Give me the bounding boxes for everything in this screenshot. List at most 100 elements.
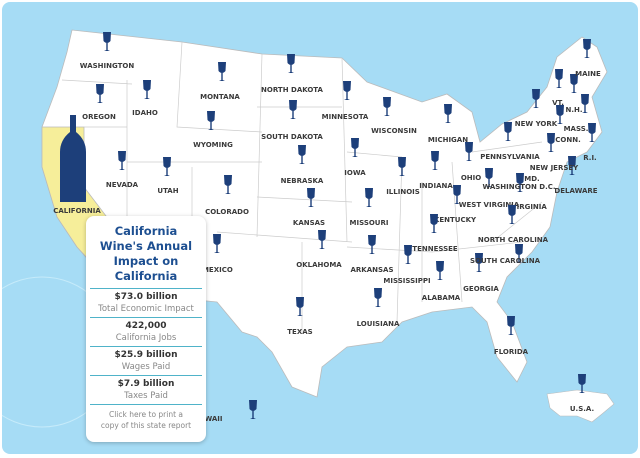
state-label[interactable]: TEXAS	[287, 328, 312, 336]
state-label[interactable]: MAINE	[575, 70, 601, 78]
wine-glass[interactable]	[504, 122, 512, 141]
state-label[interactable]: NORTH CAROLINA	[478, 236, 549, 244]
wine-glass[interactable]	[368, 235, 376, 254]
state-label[interactable]: UTAH	[157, 187, 178, 195]
state-label[interactable]: SOUTH CAROLINA	[470, 257, 541, 265]
wine-glass[interactable]	[485, 168, 493, 187]
state-label[interactable]: WASHINGTON	[80, 62, 135, 70]
state-label[interactable]: IDAHO	[132, 109, 158, 117]
state-label[interactable]: DELAWARE	[554, 187, 597, 195]
state-label[interactable]: GEORGIA	[463, 285, 499, 293]
state-label[interactable]: MISSISSIPPI	[383, 277, 430, 285]
state-label[interactable]: ILLINOIS	[386, 188, 420, 196]
state-label[interactable]: TENNESSEE	[412, 245, 458, 253]
wine-glass[interactable]	[581, 94, 589, 113]
wine-glass[interactable]	[96, 84, 104, 103]
state-label[interactable]: MONTANA	[200, 93, 240, 101]
state-label[interactable]: NEBRASKA	[281, 177, 324, 185]
wine-glass[interactable]	[515, 244, 523, 263]
wine-glass[interactable]	[163, 157, 171, 176]
wine-glass[interactable]	[532, 89, 540, 108]
state-label[interactable]: LOUISIANA	[357, 320, 400, 328]
wine-glass[interactable]	[118, 151, 126, 170]
state-label[interactable]: ARKANSAS	[350, 266, 393, 274]
state-label[interactable]: CALIFORNIA	[53, 207, 101, 215]
wine-glass[interactable]	[436, 261, 444, 280]
state-label[interactable]: OKLAHOMA	[296, 261, 342, 269]
state-label[interactable]: COLORADO	[205, 208, 249, 216]
state-label[interactable]: WISCONSIN	[371, 127, 417, 135]
state-label[interactable]: SOUTH DAKOTA	[261, 133, 323, 141]
wine-glass[interactable]	[343, 81, 351, 100]
wine-glass[interactable]	[218, 62, 226, 81]
wine-glass[interactable]	[404, 245, 412, 264]
wine-glass[interactable]	[570, 74, 578, 93]
wine-glass[interactable]	[351, 138, 359, 157]
wine-glass[interactable]	[508, 205, 516, 224]
wine-glass[interactable]	[507, 316, 515, 335]
state-label[interactable]: NEVADA	[106, 181, 139, 189]
state-label[interactable]: WEST VIRGINIA	[459, 201, 520, 209]
wine-glass[interactable]	[249, 400, 257, 419]
wine-glass[interactable]	[307, 188, 315, 207]
state-label[interactable]: NEW YORK	[515, 120, 558, 128]
state-label[interactable]: OREGON	[82, 113, 116, 121]
wine-glass[interactable]	[103, 32, 111, 51]
state-label[interactable]: IOWA	[344, 169, 366, 177]
state-label[interactable]: HAWAII	[194, 415, 223, 423]
state-label[interactable]: NORTH DAKOTA	[261, 86, 323, 94]
wine-glass[interactable]	[398, 157, 406, 176]
state-label[interactable]: NEW JERSEY	[530, 164, 579, 172]
wine-glass[interactable]	[465, 142, 473, 161]
state-label[interactable]: VT.	[552, 99, 564, 107]
country-label[interactable]: U.S.A.	[570, 405, 594, 413]
wine-glass[interactable]	[568, 156, 576, 175]
state-label[interactable]: VIRGINIA	[511, 203, 547, 211]
state-label[interactable]: R.I.	[583, 154, 596, 162]
wine-glass[interactable]	[374, 288, 382, 307]
state-label[interactable]: KANSAS	[293, 219, 325, 227]
wine-glass[interactable]	[207, 111, 215, 130]
wine-glass[interactable]	[143, 80, 151, 99]
state-label[interactable]: KENTUCKY	[434, 216, 477, 224]
print-link[interactable]: Click here to print a copy of this state…	[90, 404, 202, 431]
state-label[interactable]: WYOMING	[193, 141, 233, 149]
wine-glass[interactable]	[444, 104, 452, 123]
wine-glass[interactable]	[383, 97, 391, 116]
wine-glass[interactable]	[431, 151, 439, 170]
wine-glass[interactable]	[588, 123, 596, 142]
wine-glass[interactable]	[287, 54, 295, 73]
wine-glass[interactable]	[224, 175, 232, 194]
wine-glass[interactable]	[547, 133, 555, 152]
state-label[interactable]: MD.	[524, 175, 539, 183]
wine-glass[interactable]	[453, 185, 461, 204]
state-label[interactable]: OHIO	[461, 174, 481, 182]
wine-glass[interactable]	[555, 69, 563, 88]
state-label[interactable]: FLORIDA	[494, 348, 529, 356]
state-label[interactable]: MICHIGAN	[428, 136, 468, 144]
wine-glass[interactable]	[289, 100, 297, 119]
wine-glass[interactable]	[298, 145, 306, 164]
state-label[interactable]: N.H.	[565, 106, 582, 114]
wine-glass[interactable]	[318, 230, 326, 249]
wine-glass[interactable]	[516, 173, 524, 192]
wine-glass[interactable]	[296, 297, 304, 316]
wine-glass[interactable]	[365, 188, 373, 207]
wine-glass[interactable]	[583, 39, 591, 58]
state-label[interactable]: NEW MEXICO	[181, 266, 233, 274]
wine-bottle[interactable]	[60, 115, 86, 202]
wine-glass[interactable]	[430, 214, 438, 233]
state-label[interactable]: WASHINGTON D.C.	[482, 183, 555, 191]
state-label[interactable]: MINNESOTA	[322, 113, 369, 121]
state-label[interactable]: MISSOURI	[350, 219, 389, 227]
state-label[interactable]: INDIANA	[419, 182, 453, 190]
state-label[interactable]: ALABAMA	[422, 294, 461, 302]
state-label[interactable]: PENNSYLVANIA	[480, 153, 540, 161]
wine-glass[interactable]	[475, 253, 483, 272]
wine-glass[interactable]	[213, 234, 221, 253]
state-label[interactable]: MASS.	[564, 125, 589, 133]
wine-glass[interactable]	[556, 105, 564, 124]
state-label[interactable]: CONN.	[555, 136, 580, 144]
wine-glass[interactable]	[578, 374, 586, 393]
